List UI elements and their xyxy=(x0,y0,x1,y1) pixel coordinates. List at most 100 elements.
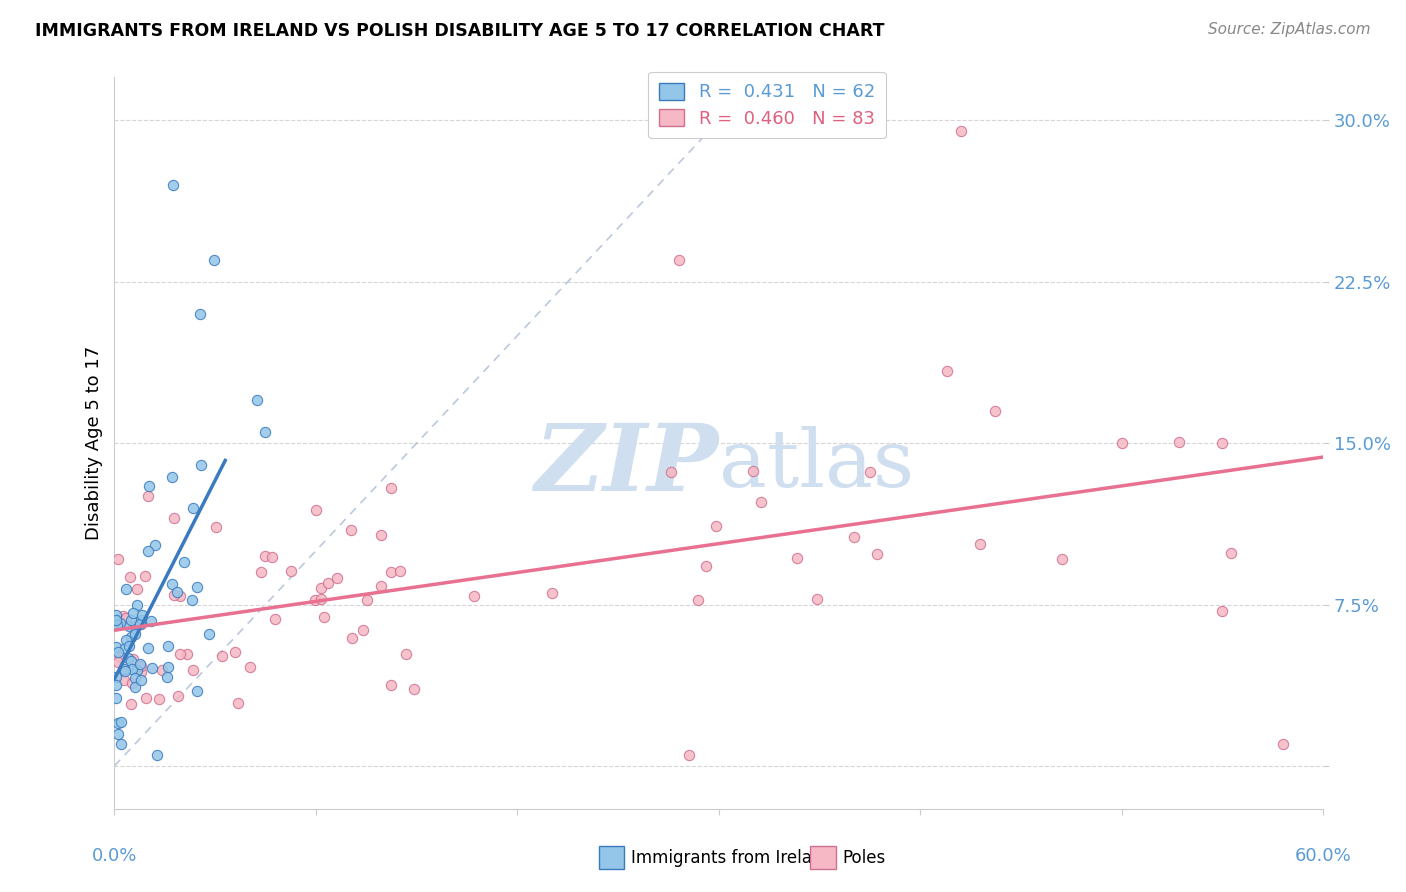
Point xyxy=(107,645,129,659)
Point xyxy=(115,633,138,648)
Legend: R =  0.431   N = 62, R =  0.460   N = 83: R = 0.431 N = 62, R = 0.460 N = 83 xyxy=(648,72,886,138)
Point xyxy=(105,640,128,654)
Point xyxy=(118,570,141,584)
Point xyxy=(107,552,129,566)
Point xyxy=(121,676,143,690)
Point xyxy=(128,617,150,632)
Point xyxy=(686,592,709,607)
Point xyxy=(340,523,363,537)
Point xyxy=(249,566,271,580)
Point xyxy=(105,670,128,684)
Point xyxy=(163,510,186,524)
Text: Poles: Poles xyxy=(842,848,886,867)
Point xyxy=(181,500,204,515)
Point xyxy=(316,576,339,591)
Point xyxy=(173,555,195,569)
Point xyxy=(1271,738,1294,752)
Point xyxy=(118,639,141,653)
Point xyxy=(166,585,188,599)
Point xyxy=(304,593,326,607)
Point xyxy=(181,663,204,677)
Point xyxy=(1211,436,1233,450)
Point xyxy=(1052,551,1074,566)
Point xyxy=(121,654,143,668)
Point xyxy=(389,564,412,578)
Point xyxy=(866,547,889,561)
Point xyxy=(305,503,328,517)
Point xyxy=(326,571,349,585)
Point xyxy=(395,647,418,661)
Point xyxy=(949,124,972,138)
Point xyxy=(380,565,402,579)
Point xyxy=(136,544,159,558)
Point xyxy=(226,697,249,711)
Point xyxy=(742,464,765,478)
Point xyxy=(162,178,184,192)
Point xyxy=(114,641,136,656)
Point xyxy=(786,550,808,565)
Point xyxy=(136,640,159,655)
Point xyxy=(157,639,180,653)
Point xyxy=(111,608,134,623)
Point xyxy=(695,558,717,573)
Point xyxy=(105,690,128,705)
Point xyxy=(110,738,132,752)
Point xyxy=(108,649,131,664)
Point xyxy=(176,647,198,661)
Point xyxy=(131,665,153,679)
Text: ZIP: ZIP xyxy=(534,420,718,510)
Point xyxy=(131,607,153,622)
Text: Immigrants from Ireland: Immigrants from Ireland xyxy=(631,848,834,867)
Point xyxy=(124,672,146,686)
Point xyxy=(117,651,139,665)
Point xyxy=(253,425,276,440)
Point xyxy=(107,617,129,632)
Point xyxy=(254,549,277,563)
Point xyxy=(169,589,191,603)
Point xyxy=(309,592,332,607)
Point xyxy=(186,683,208,698)
Point xyxy=(157,660,180,674)
Point xyxy=(138,479,160,493)
Point xyxy=(260,549,283,564)
Point xyxy=(264,612,287,626)
Point xyxy=(156,670,179,684)
Point xyxy=(1168,434,1191,449)
Point xyxy=(211,648,233,663)
Point xyxy=(936,364,959,378)
Point xyxy=(749,495,772,509)
Point xyxy=(114,664,136,678)
Point xyxy=(112,662,135,676)
Point xyxy=(121,606,143,620)
Point xyxy=(146,748,169,763)
Point xyxy=(842,530,865,544)
Point xyxy=(1211,604,1233,618)
Point xyxy=(541,585,564,599)
Point xyxy=(129,613,152,627)
Point xyxy=(136,489,159,503)
Point xyxy=(135,691,157,706)
Point xyxy=(112,673,135,687)
Point xyxy=(704,519,727,533)
Point xyxy=(120,613,142,627)
Text: IMMIGRANTS FROM IRELAND VS POLISH DISABILITY AGE 5 TO 17 CORRELATION CHART: IMMIGRANTS FROM IRELAND VS POLISH DISABI… xyxy=(35,22,884,40)
Point xyxy=(169,647,191,661)
Point xyxy=(180,593,202,607)
Point xyxy=(105,608,128,623)
Text: 0.0%: 0.0% xyxy=(91,847,138,865)
Point xyxy=(124,680,146,694)
Point xyxy=(124,619,146,633)
Point xyxy=(105,613,128,627)
Point xyxy=(131,617,153,632)
Point xyxy=(129,658,152,673)
Point xyxy=(1219,545,1241,559)
Point xyxy=(314,609,336,624)
Point xyxy=(125,663,148,677)
Point xyxy=(859,465,882,479)
Point xyxy=(160,470,183,484)
Point xyxy=(224,645,246,659)
Point xyxy=(659,465,682,479)
Point xyxy=(114,582,136,596)
Point xyxy=(108,616,131,631)
Point xyxy=(125,598,148,612)
